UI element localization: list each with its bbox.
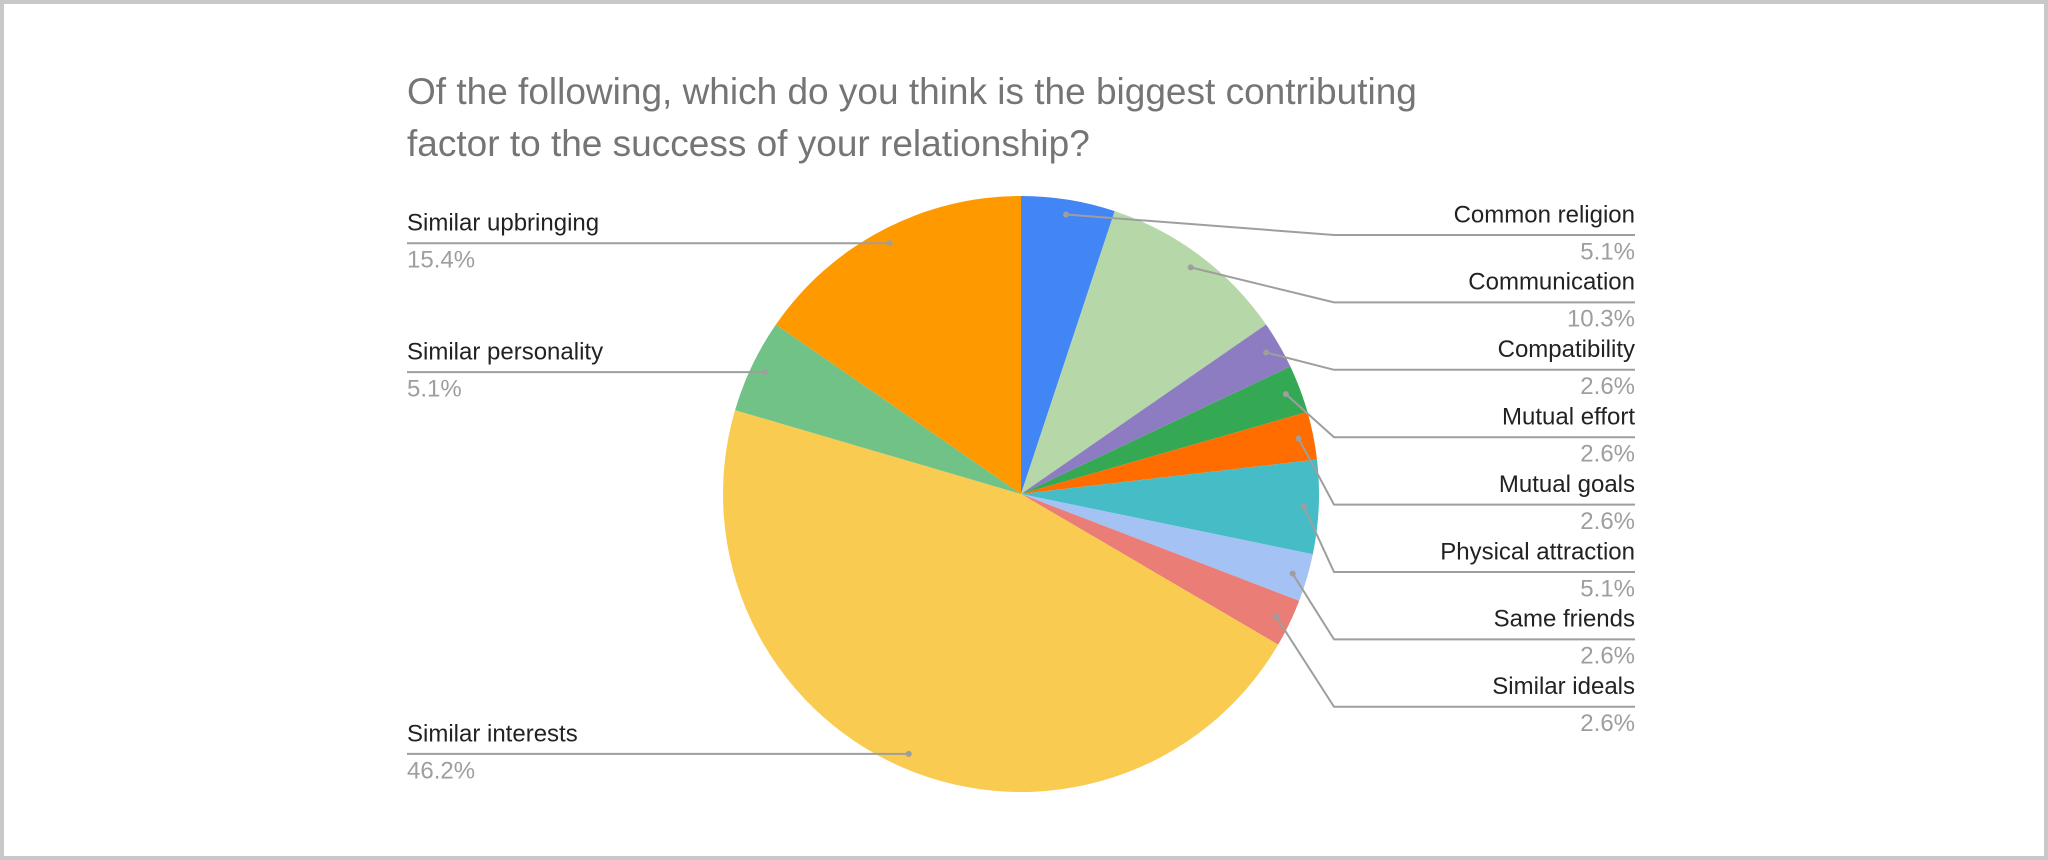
slice-label: Mutual effort xyxy=(1502,404,1635,431)
leader-line xyxy=(1275,616,1635,708)
leader-dot xyxy=(1295,435,1302,442)
leader-line xyxy=(1190,266,1635,304)
slice-label: Mutual goals xyxy=(1499,471,1635,498)
slice-label: Similar upbringing xyxy=(407,210,599,237)
leader-dot xyxy=(905,750,912,757)
pie-slice xyxy=(1021,459,1319,555)
leader-dot xyxy=(1300,503,1307,510)
slice-value-label: 10.3% xyxy=(1567,306,1635,333)
pie-slice xyxy=(775,196,1021,494)
pie-slice xyxy=(723,410,1279,792)
pie-slice xyxy=(1021,411,1317,494)
leader-line xyxy=(1291,573,1635,641)
pie-slice xyxy=(1021,494,1313,601)
chart-title-line-1: Of the following, which do you think is … xyxy=(407,71,1417,112)
slice-label: Similar interests xyxy=(407,720,578,747)
slice-value-label: 5.1% xyxy=(407,375,462,402)
pie-slice xyxy=(1021,196,1115,494)
leader-line xyxy=(1265,351,1635,371)
slice-label: Same friends xyxy=(1494,606,1635,633)
slice-label: Similar ideals xyxy=(1492,673,1635,700)
slice-label: Physical attraction xyxy=(1440,538,1635,565)
pie-slice xyxy=(1021,211,1267,494)
leader-dot xyxy=(886,240,893,247)
slice-value-label: 15.4% xyxy=(407,247,475,274)
slice-label: Similar personality xyxy=(407,338,603,365)
leader-line xyxy=(1065,213,1635,236)
slice-value-label: 5.1% xyxy=(1580,238,1635,265)
slice-value-label: 2.6% xyxy=(1580,441,1635,468)
slice-label: Common religion xyxy=(1454,201,1635,228)
slice-label: Communication xyxy=(1468,269,1635,296)
slice-value-label: 46.2% xyxy=(407,757,475,784)
leader-dot xyxy=(1263,349,1270,356)
chart: Of the following, which do you think is … xyxy=(407,71,1635,792)
leader-dot xyxy=(1187,264,1194,271)
slice-value-label: 2.6% xyxy=(1580,373,1635,400)
leader-dot xyxy=(1063,211,1070,218)
leader-line xyxy=(1285,393,1635,439)
leader-dot xyxy=(1282,391,1289,398)
slice-label: Compatibility xyxy=(1498,336,1635,363)
slice-value-label: 2.6% xyxy=(1580,643,1635,670)
slice-value-label: 2.6% xyxy=(1580,508,1635,535)
slice-value-label: 2.6% xyxy=(1580,710,1635,737)
slice-value-label: 5.1% xyxy=(1580,575,1635,602)
leader-line xyxy=(1302,506,1635,573)
leader-dot xyxy=(1273,613,1280,620)
leader-dot xyxy=(1289,570,1296,577)
pie-slice xyxy=(1021,494,1300,645)
pie-slice xyxy=(1021,324,1291,494)
leader-dot xyxy=(762,369,769,376)
pie-slice xyxy=(735,324,1021,494)
chart-title-line-2: factor to the success of your relationsh… xyxy=(407,123,1090,164)
pie-slice xyxy=(1021,366,1308,494)
leader-line xyxy=(1297,437,1635,506)
